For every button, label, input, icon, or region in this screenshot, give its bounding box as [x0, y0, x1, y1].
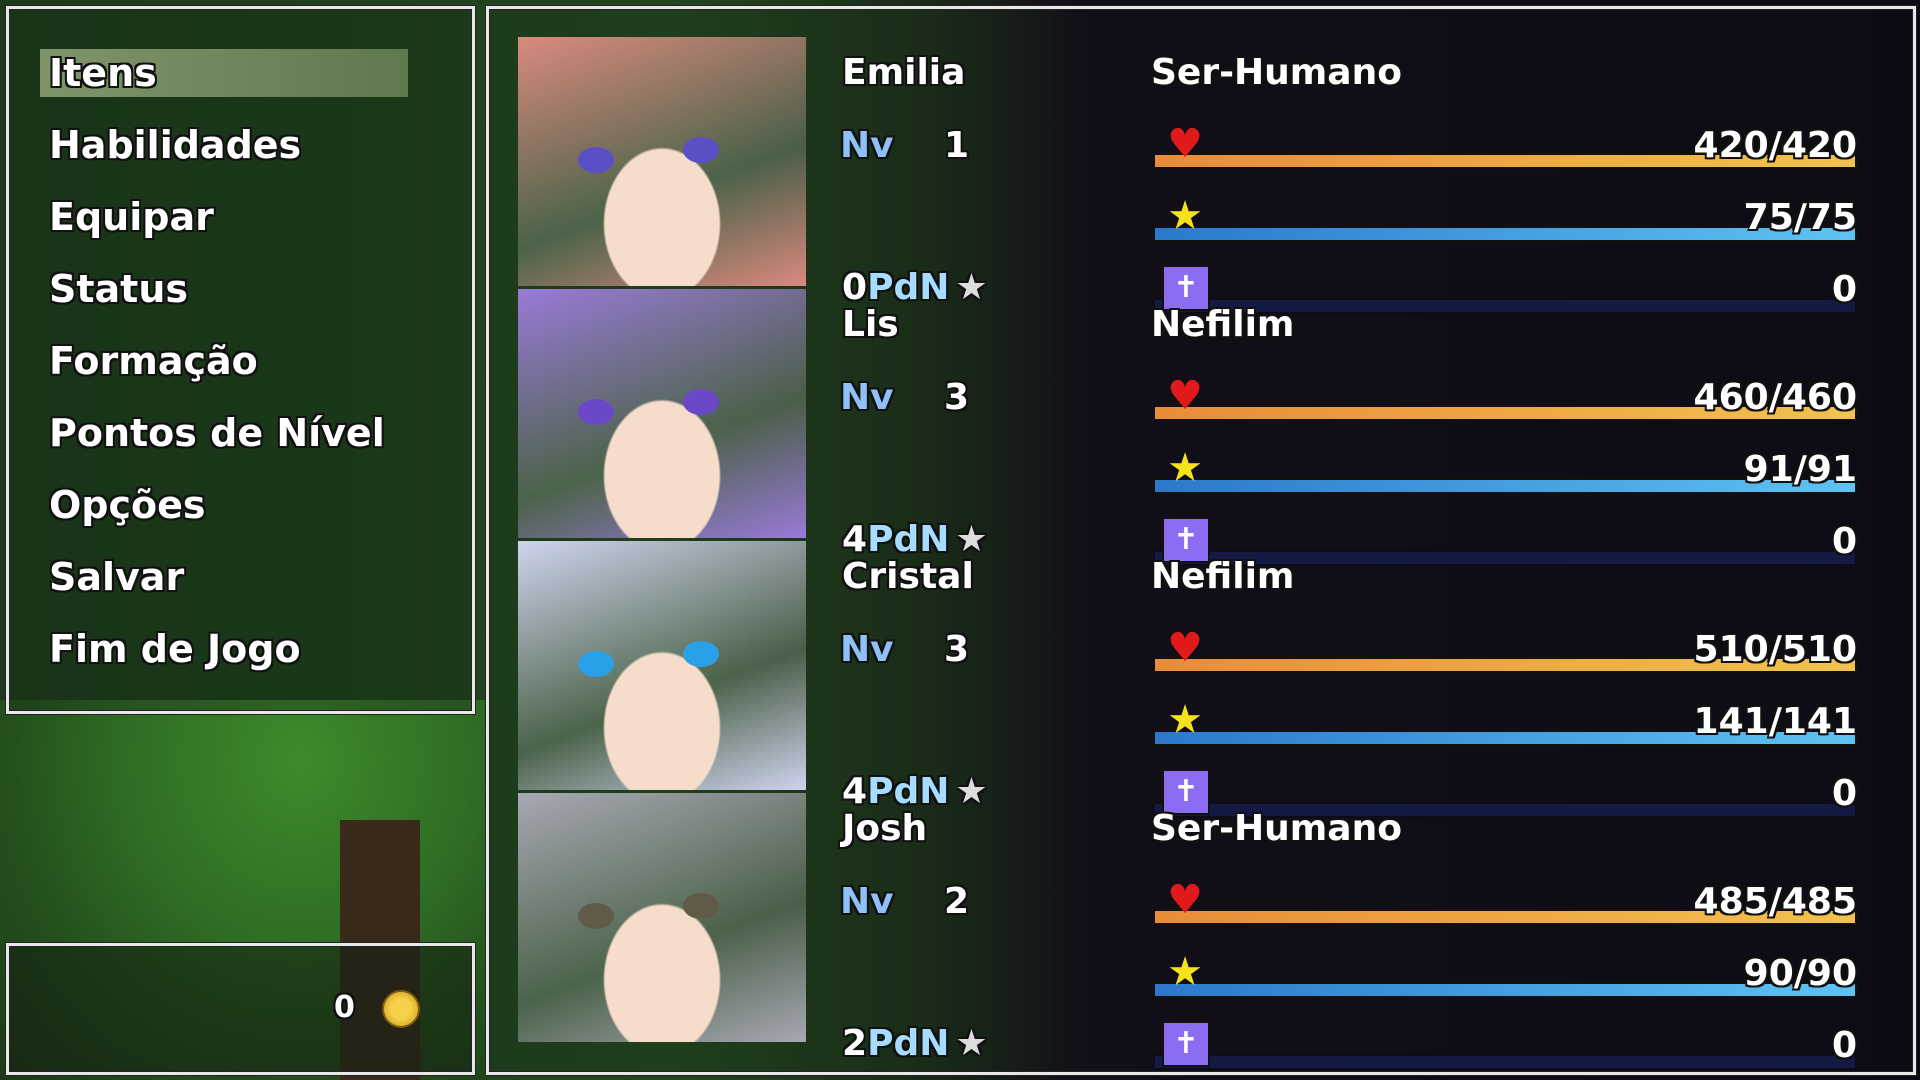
level-value: 3	[944, 377, 970, 418]
menu-item-forma-o[interactable]: Formação	[49, 339, 258, 383]
heart-icon: ♥	[1167, 625, 1203, 671]
portrait[interactable]	[518, 289, 806, 538]
portrait[interactable]	[518, 541, 806, 790]
cross-icon: ✝	[1162, 769, 1210, 815]
level-points: 2PdN ★	[842, 1024, 988, 1064]
cross-icon: ✝	[1162, 265, 1210, 311]
portrait[interactable]	[518, 793, 806, 1042]
eye-icon	[683, 137, 719, 163]
member-name: Emilia	[842, 52, 966, 93]
points-value: 4	[842, 771, 868, 812]
hp-value: 460/460	[1693, 377, 1857, 418]
mp-bar	[1153, 982, 1857, 998]
menu-item-equipar[interactable]: Equipar	[49, 195, 214, 239]
eye-icon	[683, 641, 719, 667]
tp-bar	[1153, 802, 1857, 818]
tp-value: 0	[1831, 269, 1857, 310]
party-list[interactable]: Emilia Ser-Humano Nv 1 0PdN ★ ♥ 420/420 ★ 75/75 ✝ 0…	[489, 9, 1913, 1072]
mp-bar	[1153, 226, 1857, 242]
level-value: 2	[944, 881, 970, 922]
star-icon: ★	[955, 1023, 988, 1064]
mp-value: 90/90	[1743, 953, 1857, 994]
command-menu-window	[6, 6, 475, 714]
tp-bar	[1153, 1054, 1857, 1070]
tp-value: 0	[1831, 773, 1857, 814]
level-value: 1	[944, 125, 970, 166]
heart-icon: ♥	[1167, 373, 1203, 419]
hp-value: 510/510	[1693, 629, 1857, 670]
level-points: 0PdN ★	[842, 268, 988, 308]
gold-coin-icon	[382, 990, 420, 1028]
eye-icon	[578, 903, 614, 929]
points-value: 0	[842, 267, 868, 308]
menu-item-pontos-de-n-vel[interactable]: Pontos de Nível	[49, 411, 385, 455]
menu-item-salvar[interactable]: Salvar	[49, 555, 185, 599]
eye-icon	[578, 147, 614, 173]
mp-bar	[1153, 730, 1857, 746]
level-points: 4PdN ★	[842, 772, 988, 812]
star-icon: ★	[1167, 949, 1203, 995]
star-icon: ★	[955, 519, 988, 560]
heart-icon: ♥	[1167, 877, 1203, 923]
menu-item-itens[interactable]: Itens	[49, 51, 157, 95]
points-suffix: PdN	[867, 519, 950, 560]
cross-icon: ✝	[1162, 1021, 1210, 1067]
eye-icon	[578, 399, 614, 425]
tp-value: 0	[1831, 1025, 1857, 1066]
hp-bar	[1153, 405, 1857, 421]
cross-icon: ✝	[1162, 517, 1210, 563]
member-race: Ser-Humano	[1151, 52, 1402, 93]
eye-icon	[683, 389, 719, 415]
mp-bar	[1153, 478, 1857, 494]
level-label: Nv	[840, 881, 894, 922]
star-icon: ★	[955, 267, 988, 308]
member-race: Nefilim	[1151, 304, 1295, 345]
menu-selection-highlight	[40, 49, 408, 97]
level-value: 3	[944, 629, 970, 670]
hp-bar	[1153, 909, 1857, 925]
points-value: 4	[842, 519, 868, 560]
star-icon: ★	[955, 771, 988, 812]
hp-bar	[1153, 153, 1857, 169]
level-label: Nv	[840, 377, 894, 418]
eye-icon	[683, 893, 719, 919]
heart-icon: ♥	[1167, 121, 1203, 167]
level-label: Nv	[840, 629, 894, 670]
member-race: Nefilim	[1151, 556, 1295, 597]
member-race: Ser-Humano	[1151, 808, 1402, 849]
tp-value: 0	[1831, 521, 1857, 562]
menu-item-op-es[interactable]: Opções	[49, 483, 206, 527]
mp-value: 91/91	[1743, 449, 1857, 490]
member-name: Cristal	[842, 556, 974, 597]
hp-value: 485/485	[1693, 881, 1857, 922]
star-icon: ★	[1167, 697, 1203, 743]
member-name: Lis	[842, 304, 899, 345]
hp-value: 420/420	[1693, 125, 1857, 166]
menu-item-fim-de-jogo[interactable]: Fim de Jogo	[49, 627, 301, 671]
points-suffix: PdN	[867, 267, 950, 308]
portrait[interactable]	[518, 37, 806, 286]
mp-value: 75/75	[1743, 197, 1857, 238]
tp-bar	[1153, 298, 1857, 314]
tp-bar	[1153, 550, 1857, 566]
level-label: Nv	[840, 125, 894, 166]
star-icon: ★	[1167, 445, 1203, 491]
mp-value: 141/141	[1693, 701, 1857, 742]
menu-item-status[interactable]: Status	[49, 267, 189, 311]
member-name: Josh	[842, 808, 928, 849]
points-value: 2	[842, 1023, 868, 1064]
hp-bar	[1153, 657, 1857, 673]
points-suffix: PdN	[867, 771, 950, 812]
gold-amount: 0	[334, 990, 355, 1025]
eye-icon	[578, 651, 614, 677]
star-icon: ★	[1167, 193, 1203, 239]
points-suffix: PdN	[867, 1023, 950, 1064]
level-points: 4PdN ★	[842, 520, 988, 560]
menu-item-habilidades[interactable]: Habilidades	[49, 123, 302, 167]
